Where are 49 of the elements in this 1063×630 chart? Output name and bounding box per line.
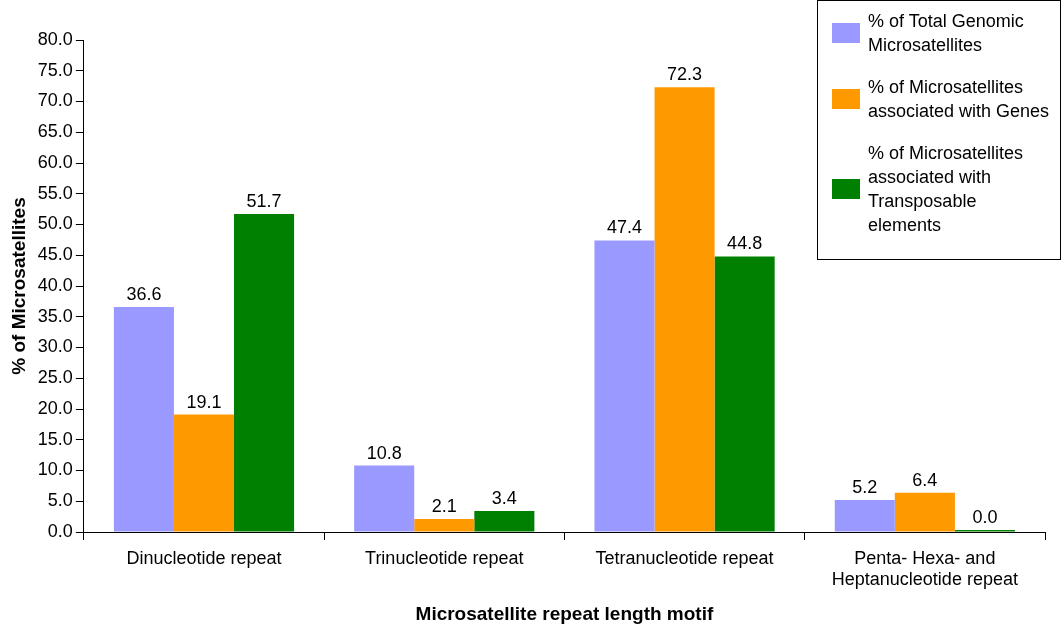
- y-tick-label: 30.0: [37, 336, 73, 357]
- y-tick-label: 70.0: [37, 90, 73, 111]
- bar: [894, 492, 955, 532]
- y-tick-label: 10.0: [37, 459, 73, 480]
- data-label: 10.8: [366, 442, 402, 463]
- y-tick-label: 55.0: [37, 182, 73, 203]
- data-label: 44.8: [727, 233, 763, 254]
- y-tick-label: 40.0: [37, 274, 73, 295]
- y-tick-label: 80.0: [37, 28, 73, 49]
- bar: [354, 465, 415, 532]
- data-label: 2.1: [431, 496, 457, 517]
- x-tick-label: Trinucleotide repeat: [365, 547, 524, 568]
- data-label: 19.1: [186, 391, 222, 412]
- bar: [474, 511, 535, 532]
- y-tick-label: 50.0: [37, 213, 73, 234]
- y-tick-label: 0.0: [47, 520, 73, 541]
- y-tick-label: 35.0: [37, 305, 73, 326]
- bar: [594, 240, 655, 532]
- y-tick-label: 75.0: [37, 59, 73, 80]
- bar: [654, 87, 715, 532]
- data-label: 5.2: [852, 476, 878, 497]
- y-tick-label: 20.0: [37, 397, 73, 418]
- y-axis-title: % of Microsatellites: [7, 197, 29, 375]
- y-tick-label: 15.0: [37, 428, 73, 449]
- x-tick-label: Penta- Hexa- and Heptanucleotide repeat: [831, 547, 1018, 590]
- data-label: 36.6: [126, 283, 162, 304]
- y-tick-label: 5.0: [47, 490, 73, 511]
- y-tick-label: 25.0: [37, 367, 73, 388]
- data-label: 3.4: [491, 488, 517, 509]
- x-tick-label: Dinucleotide repeat: [126, 547, 282, 568]
- bar: [834, 500, 895, 532]
- data-label: 47.4: [606, 217, 643, 238]
- bar: [113, 306, 174, 532]
- legend-label: % of Total Genomic Microsatellites: [868, 10, 1025, 57]
- data-label: 0.0: [972, 506, 998, 527]
- y-tick-label: 60.0: [37, 151, 73, 172]
- y-tick-label: 65.0: [37, 121, 73, 142]
- data-label: 6.4: [912, 469, 938, 490]
- bar: [173, 414, 235, 532]
- legend-label: % of Microsatellites associated with Genes: [868, 76, 1051, 123]
- data-label: 72.3: [667, 64, 703, 85]
- bar: [414, 519, 475, 532]
- bar: [714, 256, 775, 532]
- data-label: 51.7: [246, 191, 282, 212]
- y-tick-label: 45.0: [37, 244, 73, 265]
- legend-label: % of Microsatellites associated with Transposable elements: [868, 142, 1025, 237]
- x-axis-title: Microsatellite repeat length motif: [415, 602, 714, 624]
- x-tick-label: Tetranucleotide repeat: [595, 547, 774, 568]
- bar: [234, 214, 295, 532]
